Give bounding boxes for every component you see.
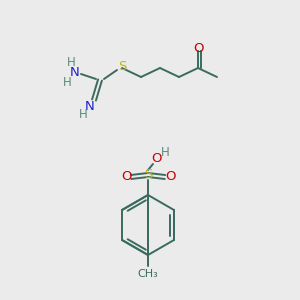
Text: CH₃: CH₃ xyxy=(138,269,158,279)
Text: O: O xyxy=(152,152,162,166)
Text: O: O xyxy=(165,170,175,184)
Text: N: N xyxy=(85,100,95,112)
Text: O: O xyxy=(193,41,203,55)
Text: H: H xyxy=(63,76,71,89)
Text: S: S xyxy=(118,61,126,74)
Text: S: S xyxy=(144,169,152,182)
Text: O: O xyxy=(121,170,131,184)
Text: H: H xyxy=(160,146,169,158)
Text: H: H xyxy=(67,56,75,70)
Text: N: N xyxy=(70,67,80,80)
Text: H: H xyxy=(79,109,87,122)
